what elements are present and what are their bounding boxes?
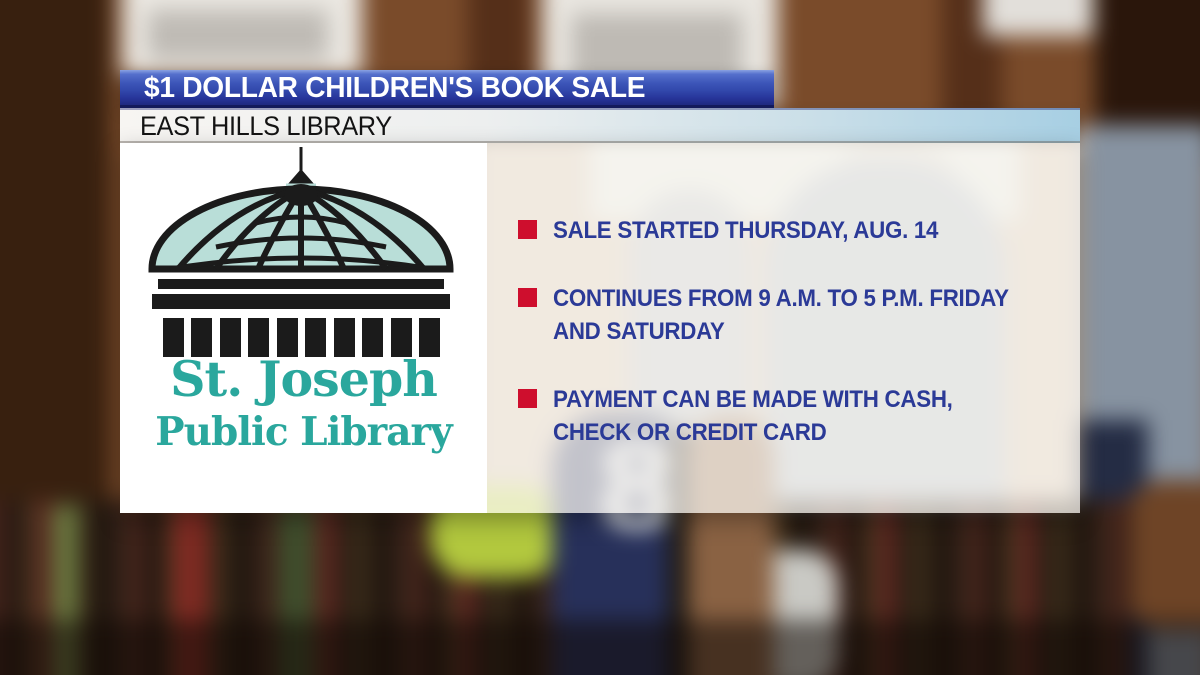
bullet-square-icon — [518, 288, 537, 307]
logo-org-name-line2: Public Library — [155, 409, 452, 455]
bullet-text: SALE STARTED THURSDAY, AUG. 14 — [553, 217, 939, 244]
bottom-shadow — [0, 620, 1200, 675]
content-panel: St. Joseph Public Library SALE STARTED T… — [120, 143, 1080, 513]
library-logo: St. Joseph Public Library — [120, 143, 487, 513]
picture-frame — [983, 0, 1093, 36]
bullet-item: CONTINUES FROM 9 A.M. TO 5 P.M. FRIDAY A… — [518, 282, 1113, 348]
bullet-item: SALE STARTED THURSDAY, AUG. 14 — [518, 214, 1113, 247]
framed-artwork — [148, 10, 328, 60]
library-dome-icon — [148, 147, 454, 357]
headline-text: $1 DOLLAR CHILDREN'S BOOK SALE — [144, 72, 646, 104]
bullet-list: SALE STARTED THURSDAY, AUG. 14 CONTINUES… — [487, 143, 1080, 513]
wood-shelf — [1125, 480, 1200, 630]
location-bar: EAST HILLS LIBRARY — [120, 108, 1080, 143]
bullet-text: PAYMENT CAN BE MADE WITH CASH, CHECK OR … — [553, 386, 953, 446]
bullet-item: PAYMENT CAN BE MADE WITH CASH, CHECK OR … — [518, 383, 1113, 449]
bullet-square-icon — [518, 220, 537, 239]
headline-bar: $1 DOLLAR CHILDREN'S BOOK SALE — [120, 70, 774, 108]
logo-org-name-line1: St. Joseph — [170, 350, 438, 408]
location-text: EAST HILLS LIBRARY — [140, 111, 392, 141]
bullet-square-icon — [518, 389, 537, 408]
bullet-text: CONTINUES FROM 9 A.M. TO 5 P.M. FRIDAY A… — [553, 285, 1009, 345]
picture-frame — [122, 0, 362, 76]
